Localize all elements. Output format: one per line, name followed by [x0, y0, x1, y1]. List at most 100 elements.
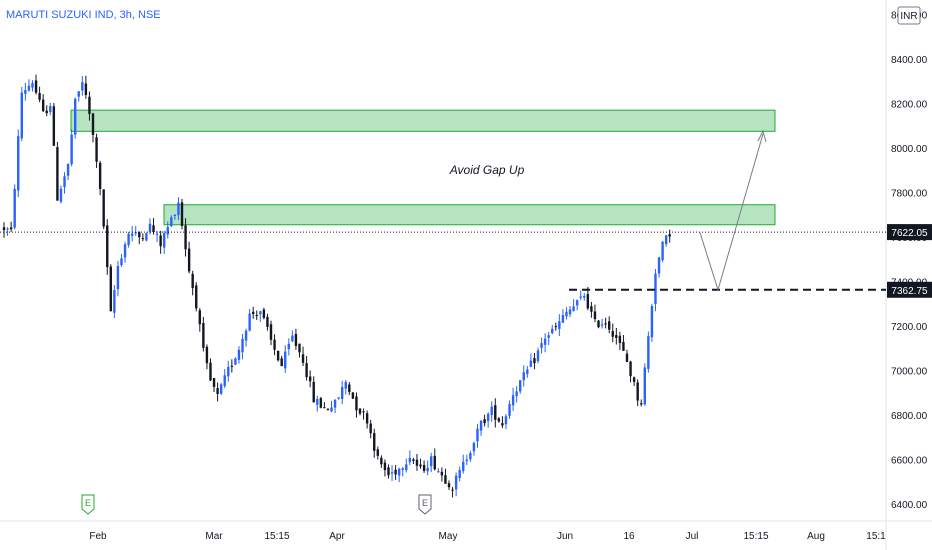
- supply-zones: [70, 109, 776, 226]
- candle: [355, 392, 358, 418]
- candle: [490, 401, 493, 422]
- svg-text:7362.75: 7362.75: [891, 286, 928, 297]
- candle: [13, 184, 16, 230]
- candle: [572, 299, 575, 312]
- candle: [465, 454, 468, 466]
- candle: [284, 345, 287, 373]
- svg-text:E: E: [85, 498, 91, 508]
- candle: [661, 241, 664, 263]
- candle: [148, 218, 152, 235]
- candle: [88, 91, 91, 121]
- x-tick-label: Feb: [89, 531, 107, 542]
- candle: [180, 198, 184, 230]
- y-tick-label: 7800.00: [891, 189, 928, 200]
- candle: [195, 282, 198, 312]
- candle: [469, 450, 472, 462]
- candle: [519, 380, 522, 394]
- candle: [369, 419, 372, 439]
- candle: [91, 112, 95, 143]
- candle: [454, 472, 458, 497]
- candle: [276, 350, 280, 362]
- candle: [234, 357, 237, 366]
- candle: [155, 231, 159, 243]
- candle: [106, 219, 109, 275]
- candle: [397, 467, 401, 483]
- x-tick-label: May: [439, 531, 458, 542]
- candle: [223, 369, 226, 389]
- candle: [504, 414, 508, 430]
- x-tick-label: Mar: [205, 531, 223, 542]
- candle: [433, 448, 436, 471]
- candle: [177, 197, 180, 221]
- candle: [145, 232, 148, 242]
- candle: [426, 460, 429, 476]
- candle: [508, 400, 511, 419]
- candle: [636, 379, 639, 407]
- y-tick-label: 6400.00: [891, 500, 928, 511]
- candle: [294, 328, 298, 350]
- candle: [184, 218, 187, 257]
- y-tick-label: 8000.00: [891, 144, 928, 155]
- candle: [113, 285, 116, 318]
- candle: [362, 408, 365, 420]
- candle: [252, 306, 255, 319]
- candle: [593, 304, 597, 322]
- earnings-event-icon[interactable]: E: [418, 494, 432, 515]
- price-axis[interactable]: 8600.008400.008200.008000.007800.007600.…: [891, 11, 928, 512]
- supply-zone-box[interactable]: [163, 204, 776, 226]
- candle: [66, 163, 70, 181]
- candle: [462, 454, 465, 474]
- supply-zone-box[interactable]: [70, 109, 776, 132]
- candle: [59, 185, 63, 204]
- candle: [173, 213, 177, 220]
- candle: [49, 102, 52, 116]
- candle: [209, 358, 212, 382]
- candle: [380, 455, 383, 468]
- candle: [444, 468, 447, 484]
- candle: [657, 256, 661, 278]
- annotation-avoid-gap-up: Avoid Gap Up: [449, 163, 525, 177]
- candle: [17, 129, 20, 198]
- y-tick-label: 8400.00: [891, 55, 928, 66]
- candle: [102, 189, 105, 230]
- x-tick-label: Jul: [686, 531, 699, 542]
- candle: [212, 377, 216, 393]
- candle: [109, 264, 112, 312]
- candle: [479, 419, 483, 436]
- candle: [291, 330, 294, 343]
- currency-badge[interactable]: INR: [897, 6, 921, 25]
- candle: [298, 343, 301, 358]
- earnings-event-icon[interactable]: E: [81, 494, 95, 515]
- candle: [237, 346, 241, 364]
- candle: [219, 382, 223, 395]
- candle: [608, 316, 611, 334]
- candle: [415, 453, 419, 471]
- x-tick-label: Jun: [557, 531, 573, 542]
- candle: [575, 299, 579, 311]
- candle: [640, 399, 643, 407]
- candle: [401, 467, 404, 477]
- svg-text:7622.05: 7622.05: [891, 228, 928, 239]
- y-tick-label: 7000.00: [891, 367, 928, 378]
- candle: [600, 318, 604, 329]
- candle: [123, 241, 127, 263]
- candle: [408, 450, 412, 466]
- time-axis[interactable]: Feb Mar 15:15 Apr May Jun 16 Jul 15:15 Aug 15:1: [89, 531, 886, 542]
- candle: [301, 346, 305, 366]
- candle: [38, 86, 41, 103]
- candle: [24, 82, 27, 101]
- currency-badge-label: INR: [900, 11, 917, 22]
- candle: [390, 465, 394, 481]
- candle: [643, 363, 646, 406]
- x-tick-label: 15:15: [264, 531, 289, 542]
- price-tag: 7622.05: [887, 224, 932, 241]
- candle: [422, 460, 426, 473]
- candle: [511, 387, 515, 411]
- candle: [84, 75, 88, 99]
- candle: [358, 408, 362, 416]
- candle: [287, 338, 290, 356]
- candle: [241, 334, 244, 360]
- candle: [394, 465, 397, 480]
- candle: [41, 94, 45, 113]
